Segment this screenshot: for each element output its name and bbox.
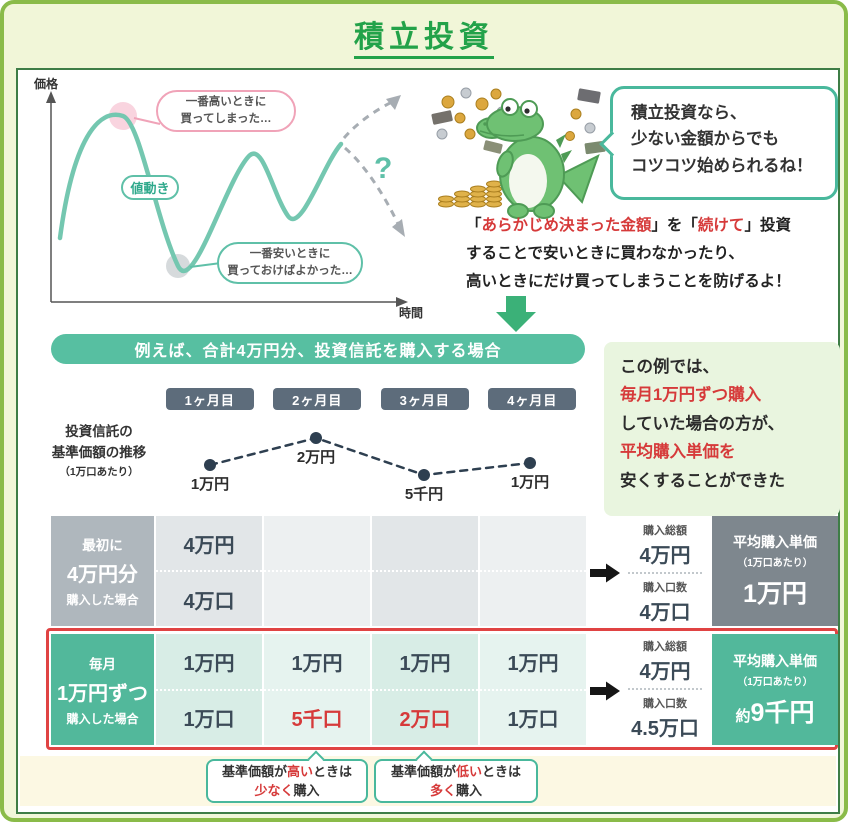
- month-header-1: 1ヶ月目: [165, 388, 254, 410]
- row1-cell-month3: [372, 516, 478, 626]
- main-panel: 価格 時間 ? 一番高いときに 買ってしまった… 値動き 一番安いときに 買って…: [16, 68, 840, 814]
- mascot-speech-bubble: 積立投資なら、 少ない金額からでも コツコツ始められるね！: [610, 86, 838, 200]
- uncertain-up-arrow: [342, 100, 393, 139]
- bubble-bought-high: 一番高いときに 買ってしまった…: [156, 90, 296, 132]
- mascot-eye: [520, 100, 538, 118]
- nav-point-label-4: 1万円: [510, 474, 550, 491]
- callout-low-price: 基準価額が低いときは 多く購入: [374, 750, 538, 803]
- row2-header: 毎月 1万円ずつ 購入した場合: [51, 634, 154, 745]
- row1-cells: 4万円 4万口: [156, 516, 586, 626]
- row2-cell-month3: 1万円 2万口: [372, 634, 478, 745]
- question-mark: ?: [374, 152, 392, 185]
- intro-text: 「あらかじめ決まった金額」を「続けて」投資 することで安いときに買わなかったり、…: [466, 217, 791, 290]
- down-arrow-icon: [496, 296, 536, 332]
- nav-point-label-1: 1万円: [190, 476, 230, 493]
- mascot-character: [431, 87, 606, 219]
- row1-average-price-box: 平均購入単価 （1万口あたり） 1万円: [712, 516, 838, 626]
- month-header-3: 3ヶ月目: [380, 388, 469, 410]
- month-header-4: 4ヶ月目: [488, 388, 577, 410]
- row2-cell-month2: 1万円 5千口: [264, 634, 370, 745]
- row2-totals: 購入総額 4万円 購入口数 4.5万口: [622, 638, 708, 745]
- row2-average-price-box: 平均購入単価 （1万口あたり） 約9千円: [712, 634, 838, 745]
- row2-cell-month4: 1万円 1万口: [480, 634, 586, 745]
- example-banner: 例えば、合計4万円分、投資信託を購入する場合: [51, 334, 585, 364]
- row1-cell-month4: [480, 516, 586, 626]
- coin-decoration: [431, 87, 606, 155]
- nav-point-label-3: 5千円: [404, 486, 444, 503]
- crocodile: [476, 98, 600, 219]
- price-movement-chart: 価格 時間 ?: [33, 76, 423, 320]
- price-movement-label: 値動き: [121, 175, 179, 200]
- row1-header: 最初に 4万円分 購入した場合: [51, 516, 154, 626]
- callout-high-price: 基準価額が高いときは 少なく購入: [206, 750, 368, 803]
- x-axis-arrow: [396, 297, 408, 307]
- nav-point-label-2: 2万円: [296, 449, 336, 466]
- result-note: この例では、 毎月1万円ずつ購入 していた場合の方が、 平均購入単価を 安くする…: [604, 342, 840, 516]
- y-axis-arrow: [46, 91, 56, 103]
- nav-line-chart: [204, 432, 536, 481]
- mascot-eye: [501, 98, 519, 116]
- row2-cell-month1: 1万円 1万口: [156, 634, 262, 745]
- row1-cell-month2: [264, 516, 370, 626]
- price-curve: [57, 112, 344, 273]
- row2-cells: 1万円 1万口 1万円 5千口 1万円 2万口 1万円 1万口: [156, 634, 586, 745]
- month-header-2: 2ヶ月目: [273, 388, 362, 410]
- y-axis-label: 価格: [33, 76, 59, 91]
- page-title: 積立投資: [4, 12, 844, 59]
- x-axis-label: 時間: [399, 305, 423, 320]
- right-arrow-icon: [590, 681, 620, 701]
- coin-stack-steps: [438, 180, 502, 208]
- right-arrow-icon: [590, 563, 620, 583]
- nav-chart-label: 投資信託の 基準価額の推移 （1万口あたり）: [51, 424, 147, 478]
- up-arrowhead-icon: [386, 95, 401, 110]
- row1-totals: 購入総額 4万円 購入口数 4万口: [622, 522, 708, 629]
- down-arrowhead-icon: [392, 219, 405, 237]
- month-headers: 1ヶ月目 2ヶ月目 3ヶ月目 4ヶ月目: [156, 388, 586, 410]
- row1-cell-month1: 4万円 4万口: [156, 516, 262, 626]
- bubble-should-buy-low: 一番安いときに 買っておけばよかった…: [217, 242, 363, 284]
